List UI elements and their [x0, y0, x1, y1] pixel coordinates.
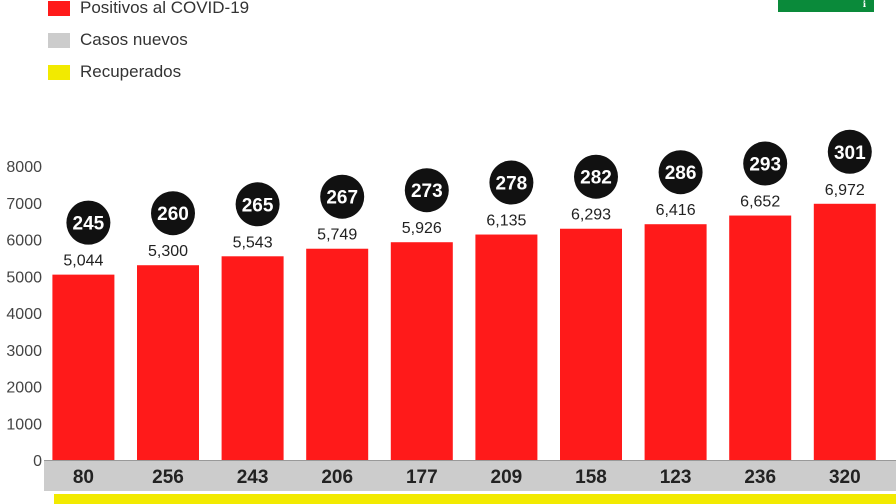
- data-label: 6,135: [486, 213, 526, 230]
- data-label: 5,044: [63, 253, 103, 270]
- y-tick-label: 7000: [6, 196, 42, 213]
- new-cases-label: 206: [321, 467, 353, 488]
- y-tick-label: 6000: [6, 233, 42, 250]
- data-label: 5,749: [317, 227, 357, 244]
- legend-label-positives: Positivos al COVID-19: [80, 0, 250, 17]
- y-tick-label: 1000: [6, 416, 42, 433]
- deaths-badge-label: 260: [157, 204, 189, 225]
- data-label: 6,293: [571, 207, 611, 224]
- new-cases-label: 123: [660, 467, 692, 488]
- deaths-badge-label: 293: [749, 155, 781, 176]
- new-cases-label: 320: [829, 467, 861, 488]
- bar: [52, 274, 115, 460]
- legend-label-recovered: Recuperados: [80, 62, 182, 81]
- new-cases-label: 236: [744, 467, 776, 488]
- data-label: 6,416: [656, 202, 696, 219]
- publisher-logo: ℹ: [778, 0, 874, 12]
- bar: [221, 256, 284, 460]
- legend: Positivos al COVID-19 Casos nuevos Recup…: [48, 0, 249, 88]
- y-tick-label: 0: [33, 453, 42, 470]
- y-tick-label: 8000: [6, 159, 42, 176]
- deaths-badge-label: 286: [665, 163, 697, 184]
- new-cases-label: 158: [575, 467, 607, 488]
- y-tick-label: 5000: [6, 269, 42, 286]
- new-cases-label: 177: [406, 467, 438, 488]
- legend-item-positives: Positivos al COVID-19: [48, 0, 249, 24]
- recovered-band: [54, 494, 896, 504]
- new-cases-label: 209: [491, 467, 523, 488]
- deaths-badge-label: 265: [242, 195, 274, 216]
- new-cases-label: 243: [237, 467, 269, 488]
- data-label: 5,543: [233, 234, 273, 251]
- legend-swatch-positives: [48, 0, 70, 16]
- bar: [813, 203, 876, 461]
- y-tick-label: 2000: [6, 380, 42, 397]
- deaths-badge: [489, 160, 534, 205]
- legend-swatch-new-cases: [48, 32, 70, 48]
- deaths-badge: [574, 154, 618, 199]
- new-cases-label: 80: [73, 467, 94, 488]
- data-label: 5,926: [402, 220, 442, 237]
- deaths-badge-label: 282: [580, 168, 612, 189]
- deaths-badge: [320, 174, 365, 219]
- deaths-badge: [66, 200, 111, 245]
- bar: [729, 215, 792, 460]
- bar: [137, 265, 199, 460]
- deaths-badge: [743, 141, 788, 186]
- deaths-badge-label: 245: [73, 214, 105, 235]
- deaths-badge-label: 301: [834, 143, 866, 164]
- bar: [306, 248, 369, 460]
- deaths-badge: [151, 191, 195, 236]
- legend-swatch-recovered: [48, 64, 70, 80]
- deaths-badge: [235, 182, 280, 227]
- legend-item-recovered: Recuperados: [48, 56, 249, 88]
- bar: [644, 224, 707, 460]
- y-tick-label: 3000: [6, 343, 42, 360]
- deaths-badge: [658, 150, 703, 195]
- deaths-badge-label: 273: [411, 181, 443, 202]
- bar: [390, 242, 453, 460]
- data-label: 6,972: [825, 182, 865, 199]
- data-label: 6,652: [740, 194, 780, 211]
- data-label: 5,300: [148, 243, 188, 260]
- deaths-badge-label: 278: [496, 174, 528, 195]
- new-cases-label: 256: [152, 467, 184, 488]
- deaths-badge-label: 267: [326, 188, 358, 209]
- bar: [560, 228, 622, 460]
- legend-label-new-cases: Casos nuevos: [80, 30, 188, 49]
- legend-item-new-cases: Casos nuevos: [48, 24, 249, 56]
- y-tick-label: 4000: [6, 306, 42, 323]
- deaths-badge: [827, 129, 872, 174]
- deaths-badge: [404, 168, 449, 213]
- info-icon: ℹ: [862, 0, 866, 9]
- bar: [475, 234, 538, 460]
- new-cases-band: [44, 461, 896, 491]
